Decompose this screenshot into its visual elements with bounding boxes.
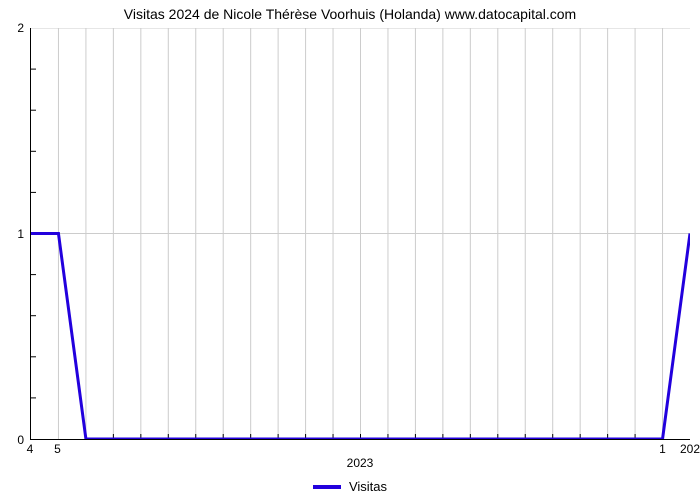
legend-label: Visitas	[349, 479, 387, 494]
legend-swatch	[313, 485, 341, 489]
x-tick-3: 202	[680, 442, 700, 456]
y-tick-1: 1	[4, 227, 24, 241]
chart-container: Visitas 2024 de Nicole Thérèse Voorhuis …	[0, 0, 700, 500]
y-tick-2: 2	[4, 21, 24, 35]
plot-area	[30, 28, 690, 440]
x-tick-0: 4	[27, 442, 34, 456]
data-svg	[31, 28, 690, 439]
chart-title: Visitas 2024 de Nicole Thérèse Voorhuis …	[0, 6, 700, 22]
x-tick-1: 5	[54, 442, 61, 456]
x-center-label: 2023	[347, 456, 374, 470]
legend: Visitas	[0, 479, 700, 494]
y-tick-0: 0	[4, 433, 24, 447]
x-tick-2: 1	[659, 442, 666, 456]
